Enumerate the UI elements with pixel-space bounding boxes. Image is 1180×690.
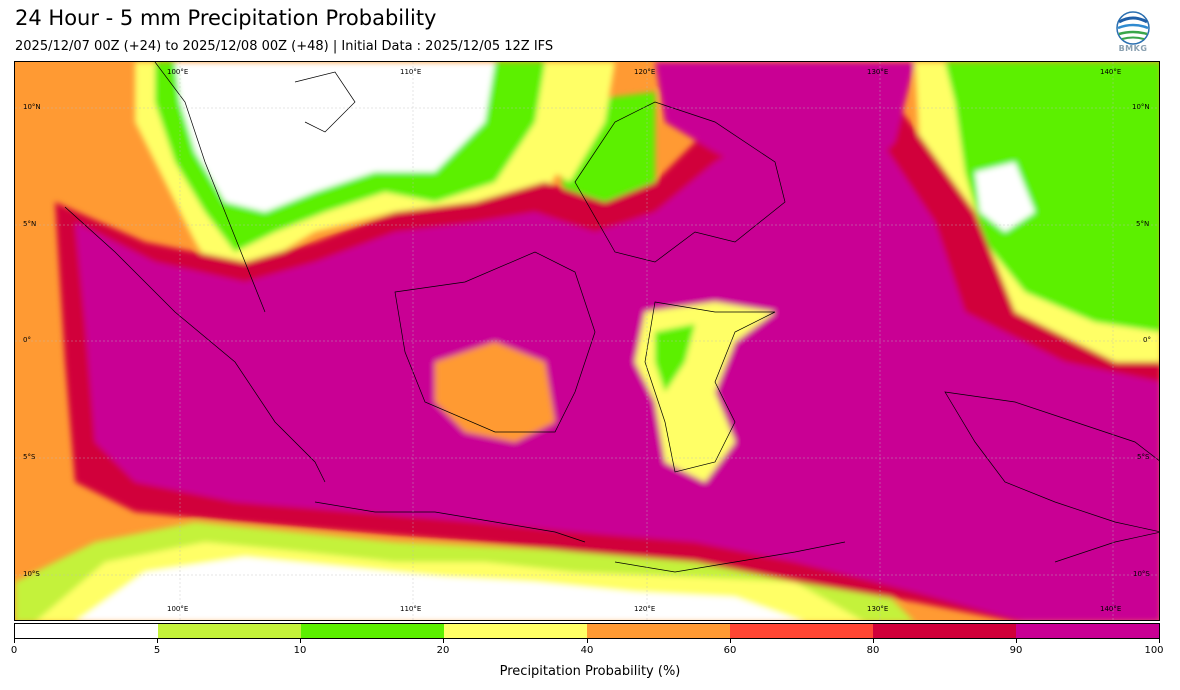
coast-indochina xyxy=(294,71,356,133)
colorbar-tick xyxy=(730,639,731,643)
colorbar-tick-label: 20 xyxy=(436,645,450,656)
colorbar-tick-label: 10 xyxy=(293,645,307,656)
coast-nusa-tenggara xyxy=(614,541,846,573)
region-ne-magenta xyxy=(655,62,915,192)
lon-label-bottom: 130°E xyxy=(867,605,889,613)
colorbar-tick xyxy=(157,639,158,643)
coast-borneo xyxy=(394,251,596,433)
colorbar-tick-label: 5 xyxy=(153,645,161,656)
lat-label-left: 10°S xyxy=(23,570,40,578)
colorbar-tick-label: 60 xyxy=(723,645,737,656)
colorbar-tick-label: 0 xyxy=(10,645,18,656)
coast-papua xyxy=(944,391,1159,532)
colorbar-tick xyxy=(443,639,444,643)
colorbar-tick-label: 90 xyxy=(1009,645,1023,656)
colorbar-segment xyxy=(15,624,158,638)
lon-label-bottom: 110°E xyxy=(400,605,422,613)
lat-label-right: 0° xyxy=(1143,336,1151,344)
colorbar-tick xyxy=(14,639,15,643)
lon-label-top: 140°E xyxy=(1100,68,1122,76)
coast-sumatra xyxy=(64,206,326,483)
lat-label-right: 10°S xyxy=(1133,570,1150,578)
logo-text: BMKG xyxy=(1118,44,1148,53)
lon-label-bottom: 100°E xyxy=(167,605,189,613)
colorbar-tick xyxy=(587,639,588,643)
colorbar-tick-label: 40 xyxy=(580,645,594,656)
coast-sulawesi xyxy=(644,301,776,473)
lat-label-left: 5°N xyxy=(23,220,37,228)
region-ne-white xyxy=(975,162,1035,232)
lon-label-top: 130°E xyxy=(867,68,889,76)
colorbar-segment xyxy=(301,624,444,638)
lat-label-left: 5°S xyxy=(23,453,36,461)
coast-java xyxy=(314,501,586,543)
logo-emblem-icon xyxy=(1116,11,1150,45)
lon-label-bottom: 140°E xyxy=(1100,605,1122,613)
colorbar-tick xyxy=(300,639,301,643)
region-ne-green xyxy=(945,62,1159,332)
colorbar-segment xyxy=(158,624,301,638)
colorbar-tick-label: 100 xyxy=(1144,645,1164,656)
bmkg-logo: BMKG xyxy=(1114,11,1152,55)
lon-label-bottom: 120°E xyxy=(634,605,656,613)
colorbar xyxy=(14,623,1160,639)
lat-label-left: 0° xyxy=(23,336,31,344)
colorbar-segment xyxy=(730,624,873,638)
colorbar-segment xyxy=(873,624,1016,638)
lon-label-top: 110°E xyxy=(400,68,422,76)
colorbar-tick-label: 80 xyxy=(866,645,880,656)
coastlines xyxy=(64,62,1159,573)
region-nw-white xyxy=(175,62,495,212)
colorbar-segment xyxy=(1016,624,1159,638)
region-borneo-orange xyxy=(435,342,555,442)
region-south-white xyxy=(77,557,800,620)
colorbar-label: Precipitation Probability (%) xyxy=(499,664,681,679)
colorbar-segment xyxy=(444,624,587,638)
lat-label-right: 5°N xyxy=(1136,220,1150,228)
map-canvas xyxy=(15,62,1159,620)
chart-title: 24 Hour - 5 mm Precipitation Probability xyxy=(15,6,437,30)
lat-label-right: 10°N xyxy=(1132,103,1150,111)
lon-label-top: 120°E xyxy=(634,68,656,76)
lon-label-top: 100°E xyxy=(167,68,189,76)
colorbar-tick xyxy=(1016,639,1017,643)
graticule xyxy=(15,62,1159,620)
coast-philippines xyxy=(574,101,786,263)
colorbar-segment xyxy=(587,624,730,638)
colorbar-tick xyxy=(873,639,874,643)
region-core-magenta xyxy=(75,122,1159,620)
colorbar-ticks: 0 5 10 20 40 60 80 90 100 xyxy=(10,639,1164,659)
chart-subtitle: 2025/12/07 00Z (+24) to 2025/12/08 00Z (… xyxy=(15,39,554,54)
coast-australia xyxy=(1054,532,1159,563)
lat-label-left: 10°N xyxy=(23,103,41,111)
colorbar-tick xyxy=(1159,639,1160,643)
precipitation-map: 100°E 110°E 120°E 130°E 140°E 100°E 110°… xyxy=(14,61,1160,621)
region-philippines-yellow xyxy=(535,62,615,182)
lat-label-right: 5°S xyxy=(1137,453,1150,461)
